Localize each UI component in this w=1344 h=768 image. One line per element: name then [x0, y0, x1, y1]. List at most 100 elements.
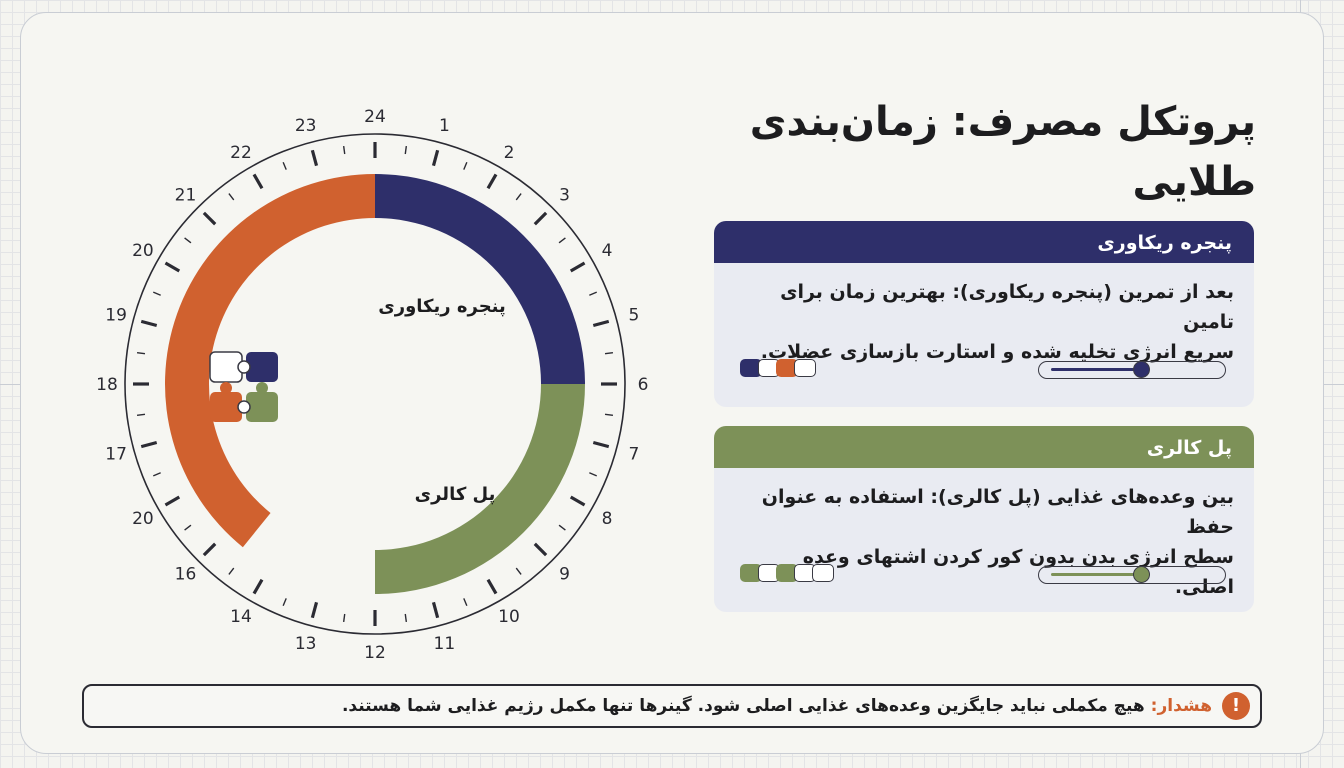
clock-major-tick: [486, 578, 498, 595]
clock-major-tick: [310, 149, 319, 167]
clock-minor-tick: [136, 413, 146, 417]
card-text-line: بعد از تمرین (پنجره ریکاوری): بهترین زما…: [780, 281, 1234, 333]
clock-major-tick: [569, 495, 586, 507]
clock-minor-tick: [515, 193, 522, 201]
clock-minor-tick: [558, 524, 566, 531]
clock-major-tick: [164, 261, 181, 273]
warning-banner: ! هشدار: هیچ مکملی نباید جایگزین وعده‌ها…: [82, 684, 1262, 728]
exclamation-icon: !: [1222, 692, 1250, 720]
clock-minor-tick: [589, 291, 597, 296]
clock-arc-segment: [375, 174, 585, 384]
clock-minor-tick: [604, 413, 614, 417]
card-body-calorie-bridge: بین وعده‌های غذایی (پل کالری): استفاده ب…: [714, 468, 1254, 598]
slider-recovery[interactable]: [1038, 361, 1226, 379]
clock-hour-label: 14: [230, 607, 252, 627]
clock-major-tick: [592, 440, 610, 449]
slider-calorie-bridge[interactable]: [1038, 566, 1226, 584]
slider-knob[interactable]: [1133, 361, 1151, 378]
card-header-recovery: پنجره ریکاوری: [714, 221, 1254, 263]
clock-hour-label: 2: [504, 143, 515, 163]
clock-hour-label: 20: [132, 509, 154, 529]
clock-hour-label: 20: [132, 241, 154, 261]
clock-major-tick: [533, 542, 548, 557]
clock-major-tick: [592, 319, 610, 328]
clock-minor-tick: [184, 237, 192, 244]
clock-major-tick: [202, 211, 217, 226]
clock-minor-tick: [463, 162, 468, 170]
clock-major-tick: [486, 173, 498, 190]
card-footer-calorie-bridge: [714, 558, 1254, 612]
warning-text: هیچ مکملی نباید جایگزین وعده‌های غذایی ا…: [341, 696, 1145, 716]
clock-minor-tick: [228, 193, 235, 201]
card-recovery-window: پنجره ریکاوری بعد از تمرین (پنجره ریکاور…: [714, 221, 1254, 407]
clock-minor-tick: [404, 613, 408, 623]
clock-hour-label: 16: [175, 565, 197, 585]
puzzle-chain-icon: [740, 564, 834, 582]
clock-minor-tick: [463, 598, 468, 606]
clock-minor-tick: [228, 567, 235, 575]
clock-outer-ring: [124, 133, 626, 635]
clock-hour-label: 4: [602, 241, 613, 261]
warning-label: هشدار:: [1150, 696, 1212, 716]
card-body-recovery: بعد از تمرین (پنجره ریکاوری): بهترین زما…: [714, 263, 1254, 363]
puzzle-chain-icon: [740, 359, 816, 377]
segment-label-calorie-bridge: پل کالری: [415, 484, 496, 505]
clock-hour-label: 8: [602, 509, 613, 529]
clock-diagram: 24 1234567891011121314162017181920212223 …: [96, 107, 648, 663]
clock-major-tick: [140, 440, 158, 449]
clock-hour-label: 19: [105, 306, 127, 326]
clock-minor-tick: [342, 613, 346, 623]
card-text-line: بین وعده‌های غذایی (پل کالری): استفاده ب…: [761, 486, 1234, 538]
puzzle-icon: [209, 351, 278, 422]
clock-arc-segment: [164, 174, 375, 548]
clock-minor-tick: [589, 472, 597, 477]
clock-arcs: [164, 174, 585, 594]
card-footer-recovery: [714, 353, 1254, 407]
clock-hour-label: 12: [364, 643, 386, 663]
clock-hour-label: 23: [295, 116, 317, 136]
clock-minor-tick: [604, 351, 614, 355]
clock-minor-tick: [282, 162, 287, 170]
clock-major-tick: [202, 542, 217, 557]
clock-minor-tick: [558, 237, 566, 244]
clock-minor-tick: [515, 567, 522, 575]
clock-major-tick: [431, 149, 440, 167]
clock-hour-label: 9: [559, 565, 570, 585]
clock-hour-label: 6: [638, 375, 649, 395]
card-text-line: سریع انرژی تخلیه شده و استارت بازسازی عض…: [760, 341, 1234, 363]
card-calorie-bridge: پل کالری بین وعده‌های غذایی (پل کالری): …: [714, 426, 1254, 612]
clock-minor-tick: [342, 145, 346, 155]
page-title: پروتکل مصرف: زمان‌بندی طلایی: [749, 99, 1256, 205]
clock-major-tick: [310, 601, 319, 619]
slider-knob[interactable]: [1133, 566, 1151, 583]
clock-hour-label: 21: [175, 185, 197, 205]
clock-hour-label: 7: [628, 444, 639, 464]
card-header-calorie-bridge: پل کالری: [714, 426, 1254, 468]
clock-hour-label: 13: [295, 634, 317, 654]
clock-major-tick: [569, 261, 586, 273]
clock-major-tick: [140, 319, 158, 328]
clock-arc-segment: [375, 384, 585, 594]
clock-major-tick: [164, 495, 181, 507]
clock-ticks: [133, 142, 617, 626]
clock-major-tick: [252, 173, 264, 190]
clock-major-tick: [252, 578, 264, 595]
clock-minor-tick: [282, 598, 287, 606]
clock-hour-label: 18: [96, 375, 118, 395]
slider-fill: [1051, 573, 1142, 576]
clock-hour-label: 5: [628, 306, 639, 326]
clock-major-tick: [533, 211, 548, 226]
clock-minor-tick: [184, 524, 192, 531]
clock-hour-label: 24: [364, 107, 386, 127]
clock-minor-tick: [136, 351, 146, 355]
clock-minor-tick: [404, 145, 408, 155]
clock-hour-label: 1: [439, 116, 450, 136]
clock-hour-label: 3: [559, 185, 570, 205]
clock-major-tick: [431, 601, 440, 619]
clock-hour-label: 22: [230, 143, 252, 163]
slider-fill: [1051, 368, 1142, 371]
clock-hour-label: 11: [434, 634, 456, 654]
clock-hour-label: 10: [498, 607, 520, 627]
clock-hour-label: 17: [105, 444, 127, 464]
